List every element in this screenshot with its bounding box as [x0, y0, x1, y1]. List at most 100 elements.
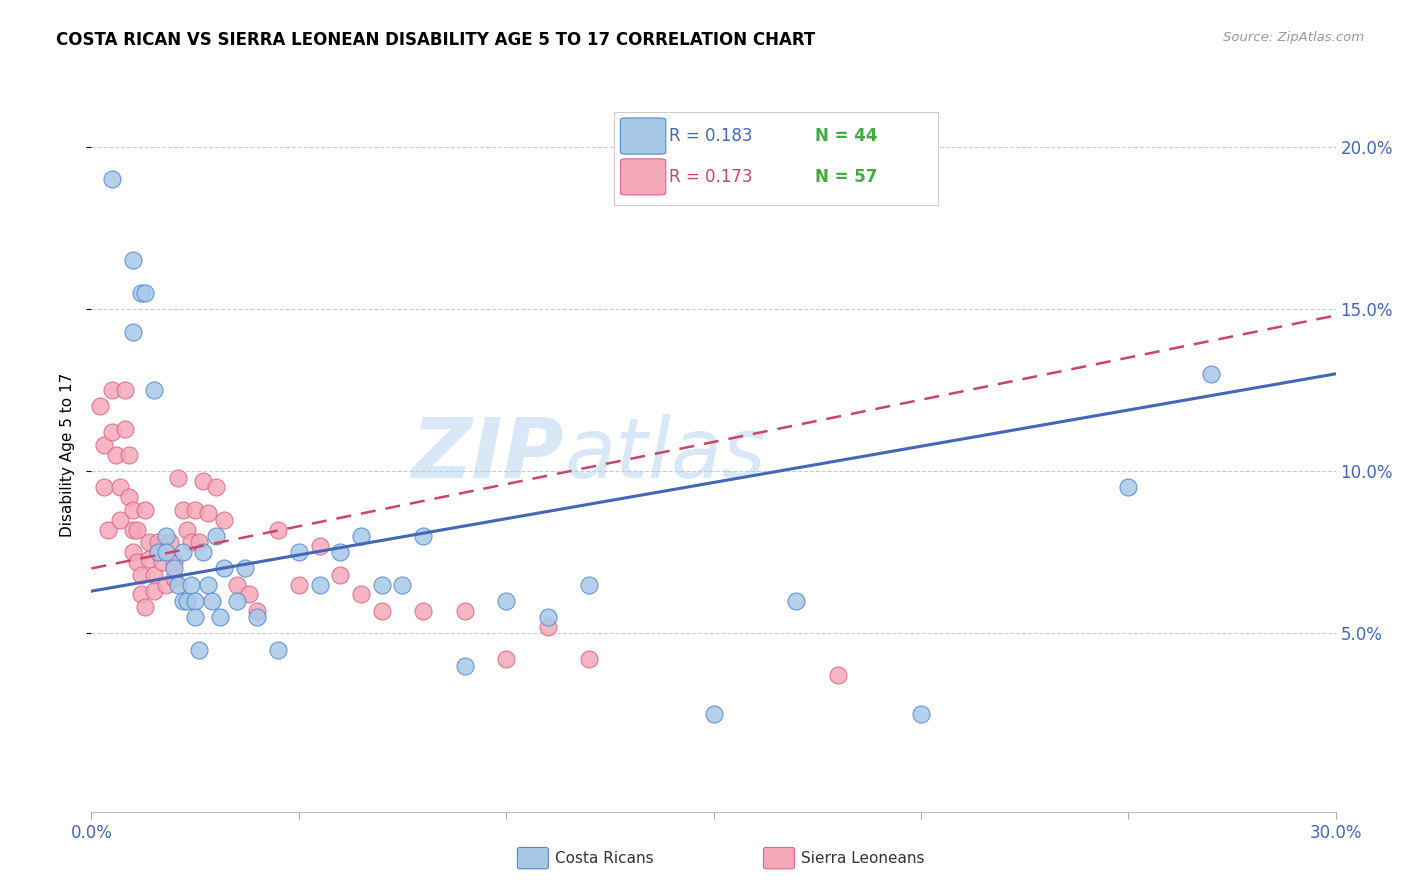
Point: [125, 523, 148, 537]
Point: [163, 561, 186, 575]
Point: [412, 529, 434, 543]
Point: [197, 506, 219, 520]
Point: [105, 448, 128, 462]
Point: [167, 470, 190, 484]
Point: [453, 658, 475, 673]
Point: [118, 490, 141, 504]
Point: [176, 594, 198, 608]
Point: [201, 594, 224, 608]
Point: [121, 545, 145, 559]
Point: [188, 535, 211, 549]
Point: [172, 503, 194, 517]
Point: [134, 503, 156, 517]
Text: ZIP: ZIP: [412, 415, 564, 495]
Point: [184, 610, 207, 624]
Point: [101, 425, 124, 440]
Text: Source: ZipAtlas.com: Source: ZipAtlas.com: [1223, 31, 1364, 45]
Point: [350, 587, 373, 601]
Point: [101, 383, 124, 397]
Point: [233, 561, 256, 575]
Point: [142, 383, 165, 397]
Point: [176, 523, 198, 537]
Point: [110, 480, 132, 494]
Point: [97, 523, 120, 537]
Point: [159, 535, 181, 549]
Point: [172, 545, 194, 559]
Point: [172, 594, 194, 608]
Point: [371, 604, 394, 618]
Point: [89, 399, 111, 413]
Point: [1201, 367, 1223, 381]
Point: [267, 523, 290, 537]
Point: [212, 561, 235, 575]
Point: [142, 568, 165, 582]
Point: [287, 545, 309, 559]
Point: [495, 594, 517, 608]
Y-axis label: Disability Age 5 to 17: Disability Age 5 to 17: [60, 373, 76, 537]
Point: [578, 652, 600, 666]
Point: [150, 555, 173, 569]
Point: [578, 577, 600, 591]
Text: atlas: atlas: [564, 415, 766, 495]
Point: [827, 668, 849, 682]
Point: [785, 594, 807, 608]
Point: [163, 555, 186, 569]
Point: [193, 545, 215, 559]
Point: [308, 577, 330, 591]
Point: [114, 383, 136, 397]
Point: [208, 610, 231, 624]
Point: [205, 480, 228, 494]
Point: [142, 584, 165, 599]
Point: [146, 545, 169, 559]
Point: [180, 535, 202, 549]
Point: [308, 539, 330, 553]
Point: [188, 642, 211, 657]
Point: [536, 620, 558, 634]
Point: [246, 610, 269, 624]
Point: [155, 577, 177, 591]
Point: [453, 604, 475, 618]
Point: [134, 285, 156, 300]
Text: Sierra Leoneans: Sierra Leoneans: [801, 851, 925, 865]
Point: [114, 422, 136, 436]
Point: [101, 172, 124, 186]
Point: [129, 568, 152, 582]
Point: [146, 535, 169, 549]
Point: [205, 529, 228, 543]
Point: [184, 503, 207, 517]
Point: [155, 545, 177, 559]
Point: [287, 577, 309, 591]
Point: [702, 707, 725, 722]
Point: [180, 577, 202, 591]
Point: [129, 587, 152, 601]
Point: [350, 529, 373, 543]
Point: [329, 568, 352, 582]
Point: [193, 474, 215, 488]
Point: [138, 535, 160, 549]
Text: Costa Ricans: Costa Ricans: [555, 851, 654, 865]
Point: [129, 285, 152, 300]
Point: [412, 604, 434, 618]
Point: [121, 503, 145, 517]
Point: [329, 545, 352, 559]
Point: [536, 610, 558, 624]
Text: R = 0.183: R = 0.183: [669, 127, 752, 145]
Point: [93, 438, 115, 452]
Point: [212, 513, 235, 527]
Point: [197, 577, 219, 591]
Point: [121, 325, 145, 339]
Point: [118, 448, 141, 462]
Text: N = 57: N = 57: [814, 169, 877, 186]
FancyBboxPatch shape: [620, 159, 666, 195]
Point: [238, 587, 260, 601]
Point: [495, 652, 517, 666]
Point: [1118, 480, 1140, 494]
Text: COSTA RICAN VS SIERRA LEONEAN DISABILITY AGE 5 TO 17 CORRELATION CHART: COSTA RICAN VS SIERRA LEONEAN DISABILITY…: [56, 31, 815, 49]
Point: [225, 594, 247, 608]
Text: R = 0.173: R = 0.173: [669, 169, 752, 186]
Point: [246, 604, 269, 618]
Point: [910, 707, 932, 722]
Point: [93, 480, 115, 494]
Point: [371, 577, 394, 591]
Point: [134, 600, 156, 615]
